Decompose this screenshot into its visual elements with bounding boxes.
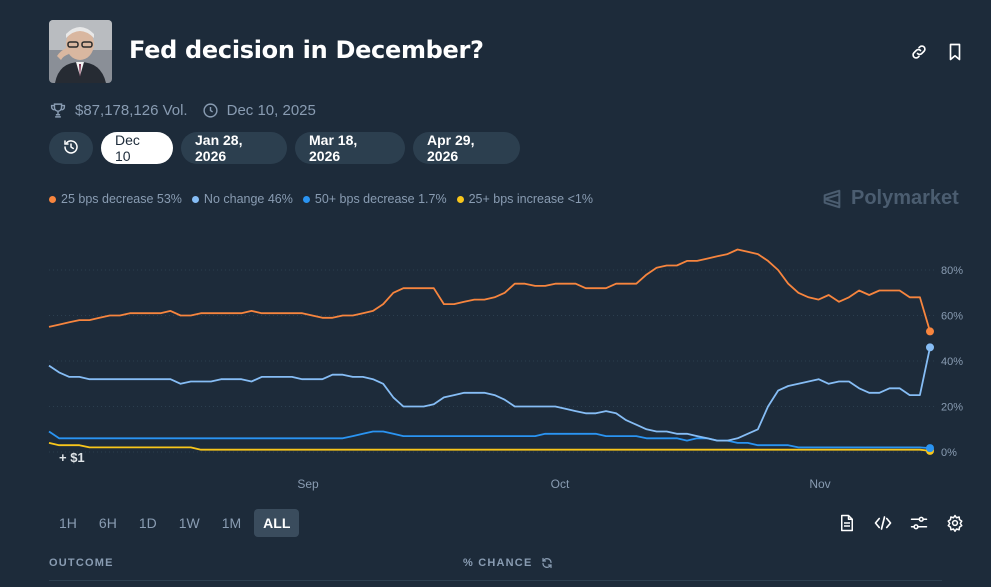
series-line [48, 248, 931, 332]
range-1h[interactable]: 1H [59, 515, 77, 531]
sliders-icon[interactable] [909, 513, 929, 533]
market-volume: $87,178,126 Vol. [75, 101, 188, 119]
trophy-icon [49, 102, 67, 119]
market-end-date: Dec 10, 2025 [226, 101, 316, 119]
legend-item: 50+ bps decrease 1.7% [302, 192, 447, 206]
y-tick-label: 40% [941, 356, 963, 368]
link-icon[interactable] [909, 42, 929, 62]
tab-jan-28-2026[interactable]: Jan 28, 2026 [181, 132, 287, 164]
y-tick-label: 0% [941, 447, 957, 459]
series-endpoint [926, 327, 934, 336]
polymarket-watermark: Polymarket [821, 187, 959, 210]
y-tick-label: 20% [941, 402, 963, 414]
tab-dec-10[interactable]: Dec 10 [101, 132, 173, 164]
legend-item: 25+ bps increase <1% [456, 192, 593, 206]
document-icon[interactable] [837, 513, 857, 533]
legend-item: 25 bps decrease 53% [49, 192, 182, 206]
code-icon[interactable] [873, 513, 893, 533]
market-thumbnail [49, 20, 112, 83]
x-tick-label: Nov [809, 477, 830, 491]
gear-icon[interactable] [945, 513, 965, 533]
market-title: Fed decision in December? [129, 36, 484, 64]
series-line [48, 442, 931, 452]
range-6h[interactable]: 6H [98, 515, 117, 531]
x-tick-label: Oct [551, 477, 570, 491]
bookmark-icon[interactable] [945, 42, 965, 62]
tab-mar-18-2026[interactable]: Mar 18, 2026 [295, 132, 405, 164]
tab-apr-29-2026[interactable]: Apr 29, 2026 [413, 132, 520, 164]
legend-item: No change 46% [191, 192, 293, 206]
series-endpoint [926, 444, 934, 453]
polymarket-logo-icon [823, 189, 841, 208]
time-range-tabs: 1H 6H 1D 1W 1M ALL [50, 509, 303, 537]
history-button[interactable] [49, 132, 93, 164]
clock-icon [202, 102, 219, 119]
outcome-column-header: OUTCOME [49, 557, 114, 569]
series-line [48, 430, 931, 449]
chart-legend: 25 bps decrease 53% No change 46% 50+ bp… [49, 192, 593, 206]
range-1m[interactable]: 1M [221, 515, 242, 531]
range-all[interactable]: ALL [254, 509, 300, 537]
series-endpoint [926, 343, 934, 352]
y-tick-label: 60% [941, 311, 963, 323]
price-chart[interactable]: 80% 60% 40% 20% 0% Sep Oct Nov + $1 [0, 230, 991, 500]
y-tick-label: 80% [941, 265, 963, 277]
chart-annotation: + $1 [59, 450, 85, 465]
range-1w[interactable]: 1W [178, 515, 200, 531]
chance-column-header[interactable]: % CHANCE [463, 557, 553, 569]
market-meta: $87,178,126 Vol. Dec 10, 2025 [49, 100, 316, 120]
refresh-icon [541, 557, 553, 569]
x-tick-label: Sep [297, 477, 319, 491]
series-line [48, 347, 931, 442]
table-divider [49, 580, 942, 581]
history-icon [62, 138, 80, 159]
range-1d[interactable]: 1D [138, 515, 157, 531]
date-tabs: Dec 10 Jan 28, 2026 Mar 18, 2026 Apr 29,… [49, 132, 520, 164]
